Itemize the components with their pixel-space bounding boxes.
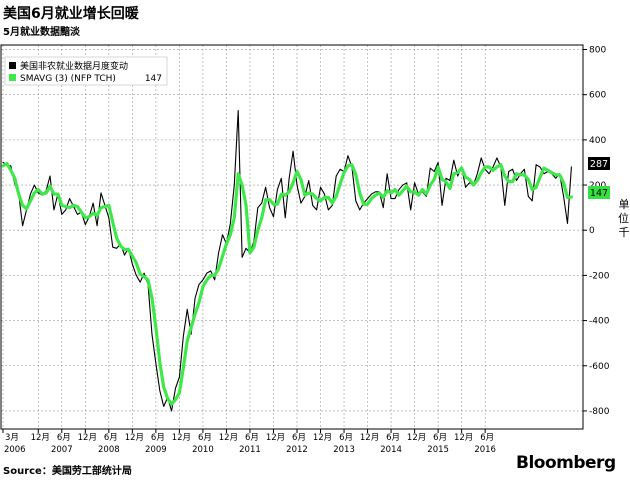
- y-tick-label: -800: [589, 407, 610, 417]
- x-tick-label-month: 6月: [433, 433, 447, 443]
- bloomberg-logo: Bloomberg: [516, 453, 616, 473]
- legend-smavg-value: 147: [145, 74, 162, 84]
- last-value-monthly: 287: [590, 159, 608, 170]
- y-axis: -800-600-400-2000200400600800: [583, 46, 610, 417]
- x-tick-label-month: 6月: [198, 433, 212, 443]
- last-value-smavg: 147: [590, 188, 608, 199]
- x-tick-label-month: 12月: [313, 433, 332, 443]
- y-tick-label: 0: [589, 226, 595, 236]
- x-tick-label-month: 12月: [172, 433, 191, 443]
- legend-swatch-monthly: [9, 62, 16, 69]
- y-axis-unit: 单位：千: [618, 198, 630, 239]
- y-tick-label: 800: [589, 46, 606, 56]
- last-value-badge-smavg: 147: [588, 186, 610, 199]
- y-tick-label: 400: [589, 136, 606, 146]
- x-tick-label-month: 12月: [219, 433, 238, 443]
- x-tick-label-year: 2013: [333, 445, 355, 455]
- legend: 美国非农就业数据月度变动 SMAVG (3) (NFP TCH) 147: [4, 56, 168, 86]
- x-tick-label-month: 12月: [125, 433, 144, 443]
- y-tick-label: 600: [589, 91, 606, 101]
- horizontal-gridlines: [1, 49, 583, 412]
- x-tick-label-year: 2015: [427, 445, 449, 455]
- x-tick-label-year: 2011: [239, 445, 261, 455]
- x-tick-label-month: 6月: [339, 433, 353, 443]
- y-tick-label: -400: [589, 317, 610, 327]
- x-axis: 3月 12月 6月 12月 6月 12月 6月 12月 6月 12月 6月 12月 6月 12月 6月 12月…: [2, 429, 496, 455]
- x-tick-label-month: 6月: [151, 433, 165, 443]
- series-layer: [1, 109, 574, 412]
- x-tick-label-month: 6月: [480, 433, 494, 443]
- plot-frame: [0, 44, 584, 430]
- last-value-badge-monthly: 287: [588, 157, 610, 170]
- last-value-badge-smavg-bg: [588, 186, 610, 199]
- x-tick-label-month: 12月: [266, 433, 285, 443]
- y-tick-label: -200: [589, 271, 610, 281]
- legend-label-monthly: 美国非农就业数据月度变动: [20, 60, 128, 72]
- legend-box: [4, 56, 168, 86]
- x-tick-label-month: 12月: [407, 433, 426, 443]
- x-tick-label-month: 12月: [31, 433, 50, 443]
- series-line-smavg: [1, 161, 574, 406]
- vertical-gridlines: [2, 45, 486, 429]
- x-tick-label-year: 2010: [192, 445, 214, 455]
- x-tick-label-year: 2007: [51, 445, 73, 455]
- series-line-monthly-change: [2, 109, 572, 412]
- x-tick-label-year: 2009: [145, 445, 167, 455]
- x-tick-label-month: 12月: [78, 433, 97, 443]
- legend-label-smavg: SMAVG (3) (NFP TCH): [20, 74, 116, 84]
- chart-subtitle: 5月就业数据黯淡: [3, 27, 80, 38]
- x-tick-label-month: 6月: [104, 433, 118, 443]
- last-value-badge-monthly-bg: [588, 157, 610, 170]
- x-tick-label-year: 2014: [380, 445, 402, 455]
- chart-title: 美国6月就业增长回暖: [3, 6, 139, 22]
- x-tick-label-year: 2016: [474, 445, 496, 455]
- x-tick-label-month: 6月: [292, 433, 306, 443]
- x-tick-label-month: 6月: [386, 433, 400, 443]
- legend-swatch-smavg: [9, 74, 16, 81]
- x-tick-label-month: 12月: [454, 433, 473, 443]
- y-tick-label: -600: [589, 362, 610, 372]
- x-tick-label-month: 12月: [360, 433, 379, 443]
- source-note: Source：美国劳工部统计局: [3, 466, 132, 477]
- x-tick-label-year: 2012: [286, 445, 308, 455]
- x-tick-label-month: 6月: [245, 433, 259, 443]
- x-tick-label-month: 6月: [57, 433, 71, 443]
- x-tick-label-year: 2008: [98, 445, 120, 455]
- x-tick-label-month: 3月: [5, 433, 19, 443]
- x-tick-label-year: 2006: [4, 445, 26, 455]
